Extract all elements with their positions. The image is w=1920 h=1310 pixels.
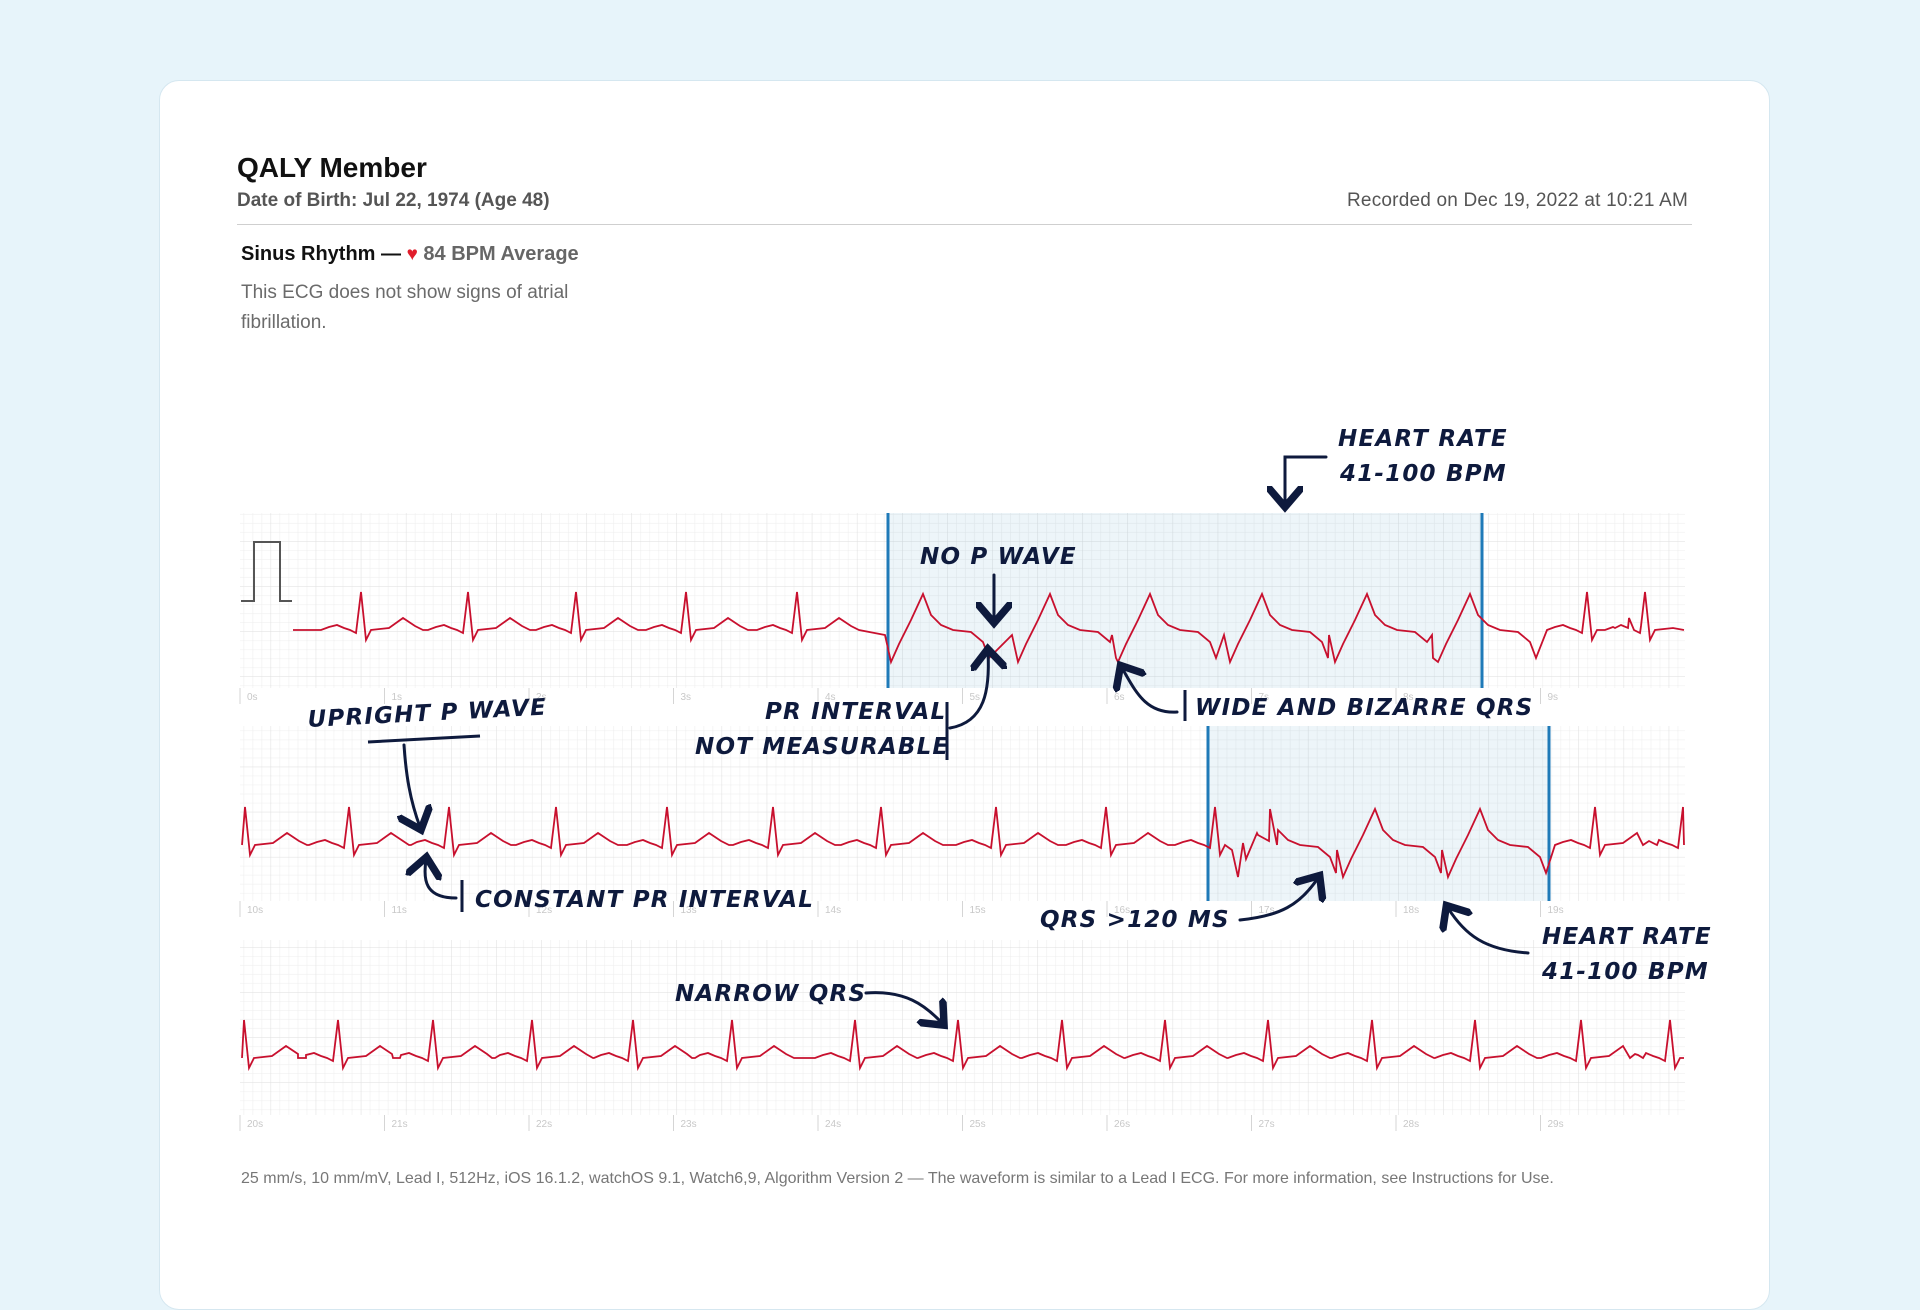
time-tick-label: 9s	[1548, 692, 1559, 703]
date-of-birth: Date of Birth: Jul 22, 1974 (Age 48)	[237, 190, 550, 211]
calibration-pulse	[241, 541, 292, 602]
ecg-trace-1	[293, 591, 1685, 665]
time-tick-label: 2s	[536, 692, 547, 703]
header-divider	[237, 224, 1692, 225]
heart-icon: ♥	[406, 244, 418, 265]
time-tick-label: 19s	[1548, 905, 1564, 916]
annotation-pr-interval-line-2: NOT MEASURABLE	[695, 734, 949, 760]
annotation-constant-pr: CONSTANT PR INTERVAL	[425, 860, 814, 913]
annotation-heart-rate-bottom: HEART RATE 41-100 BPM	[1448, 908, 1712, 985]
highlight-region-2	[1208, 726, 1549, 901]
arrow-qrs-120	[1238, 878, 1318, 922]
strip-1-time-axis: 0s 1s 2s 3s 4s 5s 6s 7s 8s 9s	[239, 688, 1559, 704]
strip-3-time-axis: 20s 21s 22s 23s 24s 25s 26s 27s 28s 29s	[239, 1115, 1564, 1131]
underline-upright-p-wave	[367, 734, 481, 744]
time-tick-label: 13s	[681, 905, 697, 916]
time-tick-label: 0s	[247, 692, 258, 703]
rhythm-label: Sinus Rhythm —	[241, 243, 402, 265]
annotation-heart-rate-top-line-1: HEART RATE	[1338, 426, 1508, 452]
annotation-heart-rate-top-line-2: 41-100 BPM	[1339, 461, 1507, 487]
time-tick-label: 28s	[1403, 1119, 1419, 1130]
annotation-narrow-qrs-label: NARROW QRS	[675, 981, 866, 1007]
arrow-narrow-qrs	[864, 991, 942, 1023]
ecg-strips: 0s 1s 2s 3s 4s 5s 6s 7s 8s 9s 10s 11s 12s 13s 14s 15s 1…	[239, 426, 1712, 1131]
time-tick-label: 11s	[392, 905, 407, 916]
time-tick-label: 10s	[247, 905, 263, 916]
ecg-trace-2	[241, 806, 1685, 880]
time-tick-label: 7s	[1259, 692, 1270, 703]
annotation-no-p-wave: NO P WAVE	[920, 544, 1077, 620]
rhythm-classification: Sinus Rhythm — ♥ 84 BPM Average	[241, 243, 579, 266]
result-description: This ECG does not show signs of atrial f…	[241, 282, 569, 333]
ecg-trace-3	[241, 1019, 1684, 1072]
annotation-heart-rate-top: HEART RATE 41-100 BPM	[1285, 426, 1508, 504]
patient-name: QALY Member	[237, 152, 427, 183]
annotation-qrs-120: QRS >120 MS	[1040, 878, 1318, 933]
ecg-strip-2: 10s 11s 12s 13s 14s 15s 16s 17s 18s 19s	[239, 726, 1685, 917]
strip-2-grid	[240, 726, 1685, 901]
time-tick-label: 24s	[825, 1119, 841, 1130]
arrow-heart-rate-bottom	[1448, 908, 1530, 955]
arrow-wide-qrs	[1122, 668, 1179, 714]
time-tick-label: 1s	[392, 692, 403, 703]
annotation-qrs-120-label: QRS >120 MS	[1040, 907, 1230, 933]
time-tick-label: 8s	[1403, 692, 1414, 703]
strip-1-grid	[240, 513, 1685, 688]
arrow-pr-interval	[948, 652, 988, 730]
ecg-strip-1: 0s 1s 2s 3s 4s 5s 6s 7s 8s 9s	[239, 513, 1685, 704]
time-tick-label: 22s	[536, 1119, 552, 1130]
time-tick-label: 12s	[536, 905, 552, 916]
annotation-wide-qrs: WIDE AND BIZARRE QRS	[1122, 668, 1533, 721]
time-tick-label: 14s	[825, 905, 841, 916]
annotation-heart-rate-bottom-line-2: 41-100 BPM	[1541, 959, 1709, 985]
annotation-wide-qrs-label: WIDE AND BIZARRE QRS	[1195, 695, 1533, 721]
time-tick-label: 16s	[1114, 905, 1130, 916]
annotation-no-p-wave-label: NO P WAVE	[920, 544, 1077, 570]
time-tick-label: 3s	[681, 692, 692, 703]
annotation-pr-interval: PR INTERVAL NOT MEASURABLE	[695, 652, 988, 760]
recorded-timestamp: Recorded on Dec 19, 2022 at 10:21 AM	[1347, 190, 1688, 211]
time-tick-label: 23s	[681, 1119, 697, 1130]
time-tick-label: 15s	[970, 905, 986, 916]
time-tick-label: 26s	[1114, 1119, 1130, 1130]
annotation-heart-rate-bottom-line-1: HEART RATE	[1542, 924, 1712, 950]
arrow-upright-p-wave	[404, 743, 420, 827]
time-tick-label: 27s	[1259, 1119, 1275, 1130]
time-tick-label: 4s	[825, 692, 836, 703]
time-tick-label: 18s	[1403, 905, 1419, 916]
annotation-pr-interval-line-1: PR INTERVAL	[765, 699, 946, 725]
time-tick-label: 25s	[970, 1119, 986, 1130]
highlight-region-1	[888, 513, 1482, 688]
time-tick-label: 17s	[1259, 905, 1275, 916]
ecg-strip-3: 20s 21s 22s 23s 24s 25s 26s 27s 28s 29s	[239, 940, 1685, 1131]
time-tick-label: 29s	[1548, 1119, 1564, 1130]
time-tick-label: 21s	[392, 1119, 408, 1130]
recording-details-footer: 25 mm/s, 10 mm/mV, Lead I, 512Hz, iOS 16…	[241, 1170, 1554, 1187]
strip-3-grid	[240, 940, 1685, 1115]
time-tick-label: 6s	[1114, 692, 1125, 703]
strip-2-time-axis: 10s 11s 12s 13s 14s 15s 16s 17s 18s 19s	[239, 901, 1564, 917]
time-tick-label: 5s	[970, 692, 981, 703]
annotation-constant-pr-label: CONSTANT PR INTERVAL	[475, 887, 814, 913]
arrow-constant-pr	[425, 860, 458, 900]
annotation-narrow-qrs: NARROW QRS	[675, 981, 942, 1023]
time-tick-label: 20s	[247, 1119, 263, 1130]
average-bpm: 84 BPM Average	[423, 243, 579, 265]
arrow-heart-rate-top	[1285, 455, 1328, 504]
